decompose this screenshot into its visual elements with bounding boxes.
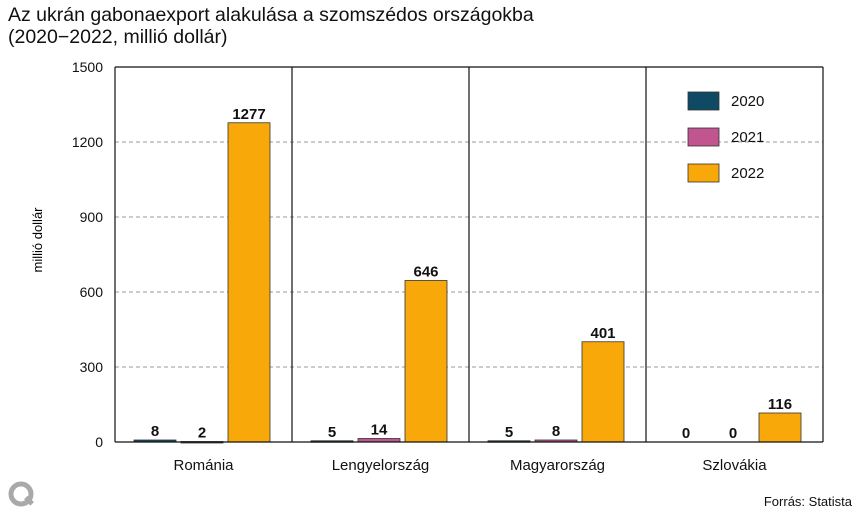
chart-title: Az ukrán gabonaexport alakulása a szomsz… [8, 4, 858, 48]
x-tick-label: Magyarország [510, 457, 605, 474]
data-label: 0 [682, 425, 690, 442]
data-label: 116 [768, 396, 792, 413]
bar [758, 412, 802, 443]
source-note: Forrás: Statista [763, 494, 852, 509]
data-label: 1277 [232, 106, 265, 123]
data-label: 646 [413, 264, 438, 281]
y-tick-label: 1200 [72, 134, 103, 150]
legend-swatch[interactable] [687, 91, 720, 111]
bar [227, 122, 271, 443]
bar [404, 280, 448, 443]
data-label: 8 [552, 423, 560, 440]
x-tick-label: Lengyelország [332, 457, 430, 474]
data-label: 401 [590, 325, 615, 342]
chart-title-text: Az ukrán gabonaexport alakulása a szomsz… [8, 4, 534, 26]
legend-label[interactable]: 2022 [731, 165, 764, 182]
legend-label[interactable]: 2020 [731, 93, 764, 110]
logo-icon [8, 481, 34, 507]
bar [581, 341, 625, 443]
plot-frame [114, 66, 824, 443]
y-tick-label: 0 [95, 434, 103, 450]
x-tick-label: Románia [173, 457, 234, 474]
data-label: 5 [328, 424, 336, 441]
y-axis-label: millió dollár [30, 207, 45, 273]
x-tick-label: Szlovákia [702, 457, 767, 474]
legend[interactable]: 2020 2021 2022 [687, 91, 764, 183]
y-tick-label: 600 [80, 284, 104, 300]
y-tick-label: 300 [80, 359, 104, 375]
y-tick-label: 900 [80, 209, 104, 225]
legend-label[interactable]: 2021 [731, 129, 764, 146]
data-label: 5 [505, 424, 513, 441]
labels: 0 300 600 900 1200 1500 8 2 1277 Románia 5 14 646 Len… [72, 59, 792, 474]
data-label: 14 [371, 422, 388, 439]
data-label: 2 [198, 425, 206, 442]
legend-swatch[interactable] [687, 127, 720, 147]
data-label: 0 [729, 425, 737, 442]
chart-subtitle-text: (2020−2022, millió dollár) [8, 26, 228, 48]
data-label: 8 [151, 423, 159, 440]
y-tick-label: 1500 [72, 59, 103, 75]
legend-swatch[interactable] [687, 163, 720, 183]
